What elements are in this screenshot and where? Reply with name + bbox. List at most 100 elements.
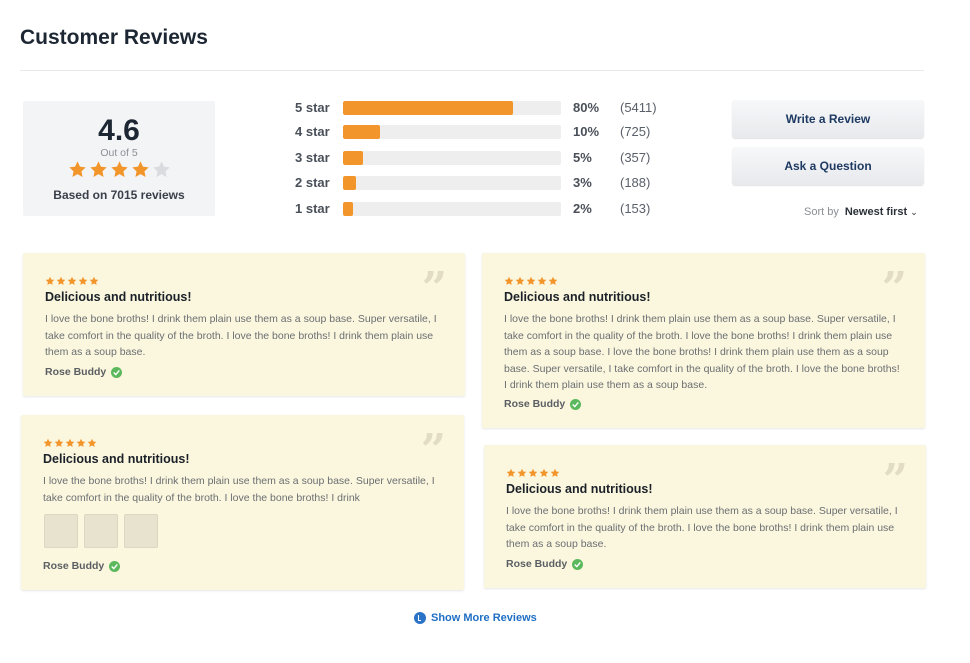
- review-body: I love the bone broths! I drink them pla…: [43, 475, 435, 504]
- review-title: Delicious and nutritious!: [504, 290, 651, 304]
- review-card: ” Delicious and nutritious! I love the b…: [23, 253, 465, 396]
- rating-bar: [343, 125, 561, 139]
- review-author: Rose Buddy: [506, 558, 584, 570]
- average-stars: [23, 160, 215, 182]
- review-body: I love the bone broths! I drink them pla…: [45, 313, 437, 358]
- show-more-label: Show More Reviews: [431, 612, 537, 624]
- review-body: I love the bone broths! I drink them pla…: [506, 505, 898, 550]
- rating-row[interactable]: 3 star 5% (357): [295, 150, 675, 166]
- rating-bar-fill: [343, 101, 514, 115]
- rating-count: (357): [620, 150, 651, 165]
- rating-bar: [343, 176, 561, 190]
- star-icon: [528, 468, 538, 477]
- author-name: Rose Buddy: [504, 398, 566, 410]
- review-card: ” Delicious and nutritious! I love the b…: [484, 445, 926, 588]
- rating-row[interactable]: 1 star 2% (153): [295, 201, 675, 217]
- review-photo-thumbnail[interactable]: [44, 514, 78, 548]
- divider: [20, 70, 924, 71]
- rating-row-label: 3 star: [295, 150, 330, 165]
- star-icon: [56, 276, 66, 285]
- write-review-button[interactable]: Write a Review: [732, 100, 924, 138]
- star-icon: [89, 276, 99, 285]
- review-author: Rose Buddy: [45, 366, 123, 378]
- star-icon: [506, 468, 516, 477]
- sort-control: Sort by Newest first ⌄: [804, 206, 918, 218]
- verified-check-icon: [111, 366, 123, 378]
- rating-bar-fill: [343, 176, 357, 190]
- rating-row-label: 1 star: [295, 201, 330, 216]
- star-icon: [515, 276, 525, 285]
- star-icon: [65, 438, 75, 447]
- quote-icon: ”: [881, 267, 907, 297]
- rating-row-label: 2 star: [295, 175, 330, 190]
- rating-percent: 10%: [573, 124, 600, 139]
- rating-row[interactable]: 4 star 10% (725): [295, 124, 675, 140]
- star-icon: [67, 276, 77, 285]
- quote-icon: ”: [421, 267, 447, 297]
- star-icon: [110, 161, 128, 177]
- star-icon: [537, 276, 547, 285]
- star-icon: [54, 438, 64, 447]
- review-author: Rose Buddy: [504, 398, 582, 410]
- star-icon: [45, 276, 55, 285]
- star-icon: [76, 438, 86, 447]
- review-stars: [504, 273, 559, 285]
- out-of-label: Out of 5: [100, 147, 138, 159]
- star-icon: [526, 276, 536, 285]
- review-photo-thumbnail[interactable]: [84, 514, 118, 548]
- star-icon: [68, 161, 86, 177]
- rating-bar: [343, 101, 561, 115]
- author-name: Rose Buddy: [506, 558, 568, 570]
- review-card: ” Delicious and nutritious! I love the b…: [21, 415, 464, 590]
- rating-count: (5411): [620, 100, 657, 115]
- average-rating: 4.6: [98, 114, 140, 147]
- star-icon: [43, 438, 53, 447]
- rating-summary: 4.6 Out of 5 Based on 7015 reviews: [23, 101, 215, 216]
- star-icon: [87, 438, 97, 447]
- rating-row[interactable]: 5 star 80% (5411): [295, 100, 675, 116]
- star-icon: [152, 161, 170, 177]
- review-body: I love the bone broths! I drink them pla…: [504, 313, 900, 391]
- rating-count: (188): [620, 175, 651, 190]
- rating-bar: [343, 151, 561, 165]
- rating-percent: 3%: [573, 175, 592, 190]
- show-more-reviews-link[interactable]: Show More Reviews: [414, 612, 537, 624]
- chevron-down-icon[interactable]: ⌄: [910, 207, 918, 217]
- verified-check-icon: [570, 398, 582, 410]
- rating-bar-fill: [343, 151, 363, 165]
- star-icon: [504, 276, 514, 285]
- review-count: Based on 7015 reviews: [53, 188, 185, 202]
- rating-percent: 5%: [573, 150, 592, 165]
- verified-check-icon: [109, 560, 121, 572]
- quote-icon: ”: [420, 429, 446, 459]
- sort-label: Sort by: [804, 206, 839, 218]
- verified-check-icon: [572, 558, 584, 570]
- star-icon: [539, 468, 549, 477]
- rating-row-label: 5 star: [295, 100, 330, 115]
- sort-dropdown[interactable]: Newest first: [844, 206, 908, 218]
- quote-icon: ”: [882, 459, 908, 489]
- star-icon: [89, 161, 107, 177]
- review-stars: [506, 465, 561, 477]
- review-title: Delicious and nutritious!: [43, 452, 190, 466]
- rating-percent: 2%: [573, 201, 592, 216]
- author-name: Rose Buddy: [43, 560, 105, 572]
- author-name: Rose Buddy: [45, 366, 107, 378]
- star-icon: [548, 276, 558, 285]
- ask-question-button[interactable]: Ask a Question: [732, 147, 924, 185]
- star-icon: [550, 468, 560, 477]
- rating-percent: 80%: [573, 100, 600, 115]
- review-title: Delicious and nutritious!: [45, 290, 192, 304]
- review-photo-thumbnail[interactable]: [124, 514, 158, 548]
- review-title: Delicious and nutritious!: [506, 482, 653, 496]
- page-title: Customer Reviews: [20, 26, 208, 49]
- rating-bar: [343, 202, 561, 216]
- star-icon: [517, 468, 527, 477]
- review-author: Rose Buddy: [43, 560, 121, 572]
- star-icon: [78, 276, 88, 285]
- rating-row-label: 4 star: [295, 124, 330, 139]
- rating-bar-fill: [343, 202, 353, 216]
- review-card: ” Delicious and nutritious! I love the b…: [482, 253, 925, 428]
- rating-bar-fill: [343, 125, 381, 139]
- rating-row[interactable]: 2 star 3% (188): [295, 175, 675, 191]
